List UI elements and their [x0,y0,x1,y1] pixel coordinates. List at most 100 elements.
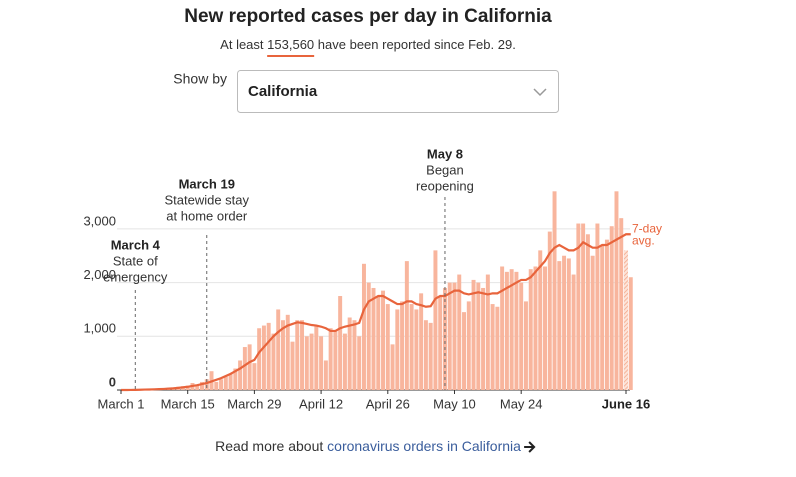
bar [523,301,528,390]
bar [352,320,357,390]
bar [452,282,457,390]
subtitle-text: At least [220,37,264,52]
select-chevron [533,88,547,97]
legend-label: 7-day avg. [632,221,662,247]
subtitle-text: have been reported since Feb. 29. [318,37,516,52]
bar [342,333,347,390]
bar [547,231,552,390]
bar [376,296,381,390]
bar [557,261,562,390]
select-value[interactable]: California [248,83,318,100]
bar [333,330,338,390]
bar [423,320,428,390]
bar [219,379,224,390]
bar [323,360,328,390]
bar [328,328,333,390]
bar [338,296,343,390]
x-tick-label: June 16 [602,396,650,411]
bar [347,317,352,390]
select-box[interactable] [237,70,559,113]
bar [509,269,514,390]
annotation-text: Began [426,162,464,177]
x-tick-label: April 12 [299,396,343,411]
bar [442,287,447,390]
bar [581,223,586,390]
bar [304,336,309,390]
bar [533,266,538,390]
bar [319,336,324,390]
bar [280,320,285,390]
bar [485,274,490,390]
bar [357,336,362,390]
bar [590,255,595,390]
bar [414,309,419,390]
legend-label-line: avg. [632,233,655,247]
legend-label-line: 7-day [632,221,662,235]
x-tick-label: May 24 [500,396,543,411]
control-label: Show by [173,71,227,87]
bar [566,258,571,390]
bar [562,255,567,390]
bar [385,304,390,390]
bar [195,384,200,390]
bar [371,287,376,390]
bar [361,263,366,390]
bar [457,274,462,390]
x-tick-label: May 10 [433,396,476,411]
footer: Read more about coronavirus orders in Ca… [215,438,521,454]
bar [228,373,233,390]
annotation-text: at home order [166,208,248,223]
bar [223,376,228,390]
y-tick-label: 0 [109,374,116,389]
bar [519,282,524,390]
x-tick-label: March 29 [227,396,281,411]
bar [261,325,266,390]
bar [404,261,409,390]
bar [300,320,305,390]
annotation-text: emergency [103,269,168,284]
bar [538,250,543,390]
bar [271,333,276,390]
annotation-title: March 4 [111,237,161,252]
bar [585,234,590,390]
bar [276,309,281,390]
bar [462,312,467,390]
bar [471,279,476,390]
bar [433,250,438,390]
bar [481,287,486,390]
annotation-text: Statewide stay [164,192,249,207]
bar [419,293,424,390]
arrow-icon [524,441,536,453]
bar [242,347,247,390]
bar [495,306,500,390]
bar [624,250,628,390]
bar [447,282,452,390]
bar [366,282,371,390]
bar [490,304,495,390]
bar [619,218,624,390]
bar [290,341,295,390]
annotation-title: March 19 [179,176,235,191]
x-tick-label: April 26 [366,396,410,411]
bar [285,314,290,390]
y-tick-label: 1,000 [83,321,116,336]
bar [381,290,386,390]
x-tick-label: March 1 [98,396,145,411]
bar [314,325,319,390]
bar [390,344,395,390]
bar [204,379,209,390]
annotation-text: State of [113,253,158,268]
avg-line [121,233,631,392]
bar [238,360,243,390]
bar [528,269,533,390]
subtitle: At least 153,560 have been reported sinc… [220,37,516,52]
footer-link[interactable]: coronavirus orders in California [327,438,521,454]
bar [609,226,614,390]
annotation-title: May 8 [427,146,463,161]
bar [428,322,433,390]
bar [595,223,600,390]
bar [514,271,519,390]
bar [476,282,481,390]
bar [438,296,443,390]
